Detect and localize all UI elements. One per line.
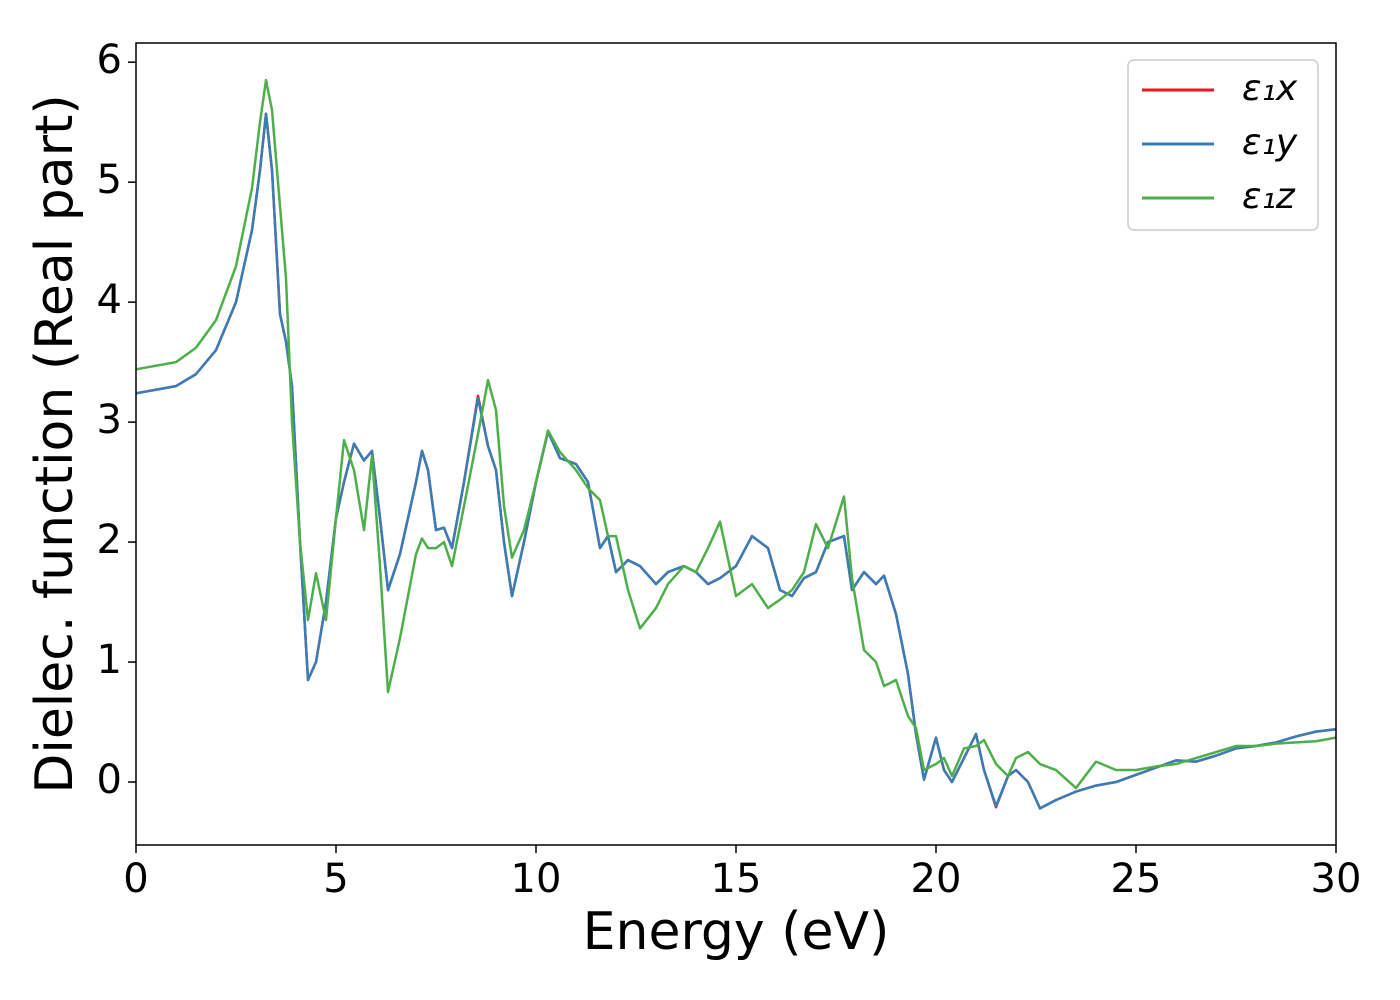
x-tick-label: 0 xyxy=(123,856,148,902)
legend-label: ε₁y xyxy=(1242,122,1298,163)
legend-label: ε₁x xyxy=(1242,68,1298,109)
x-tick-label: 15 xyxy=(711,856,762,902)
y-tick-label: 6 xyxy=(97,37,122,83)
y-tick-label: 4 xyxy=(97,277,122,323)
x-axis-label: Energy (eV) xyxy=(583,902,890,962)
legend-label: ε₁z xyxy=(1242,176,1296,217)
x-tick-label: 20 xyxy=(911,856,962,902)
data-line xyxy=(135,78,1337,790)
y-axis-label: Dielec. function (Real part) xyxy=(25,94,85,793)
plot-frame xyxy=(135,42,1337,846)
y-tick-label: 0 xyxy=(97,757,122,803)
legend: ε₁x ε₁y ε₁z xyxy=(1127,59,1319,231)
y-tick-label: 1 xyxy=(97,637,122,683)
x-tick-label: 5 xyxy=(323,856,348,902)
y-tick-label: 3 xyxy=(97,397,122,443)
y-tick-label: 2 xyxy=(97,517,122,563)
x-tick-label: 25 xyxy=(1111,856,1162,902)
x-tick-label: 30 xyxy=(1311,856,1362,902)
x-tick-label: 10 xyxy=(511,856,562,902)
y-tick-label: 5 xyxy=(97,157,122,203)
legend-box xyxy=(1127,59,1319,231)
